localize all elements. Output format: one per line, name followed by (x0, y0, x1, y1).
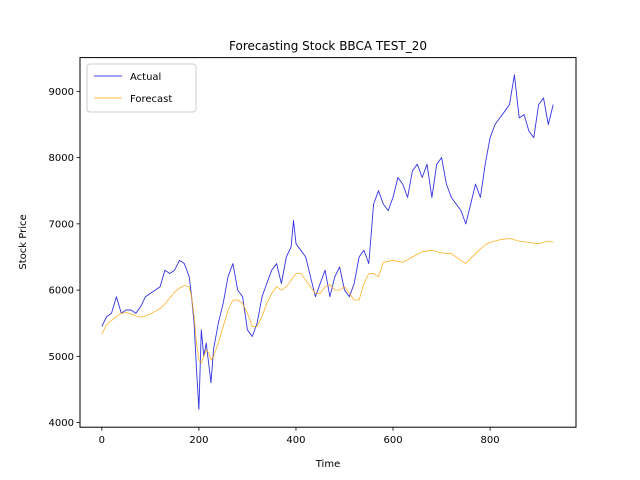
legend: Actual Forecast (86, 63, 197, 113)
y-tick-label: 8000 (49, 153, 74, 164)
x-tick-label: 200 (189, 435, 208, 446)
y-tick-label: 4000 (49, 418, 74, 429)
chart-title: Forecasting Stock BBCA TEST_20 (229, 39, 427, 53)
x-tick-label: 0 (99, 435, 105, 446)
y-tick-label: 7000 (49, 219, 74, 230)
series-layer (101, 74, 554, 410)
y-tick-label: 5000 (49, 352, 74, 363)
series-line-actual (101, 74, 554, 410)
x-tick-label: 600 (383, 435, 402, 446)
x-axis-title: Time (315, 459, 340, 470)
y-axis-title: Stock Price (18, 214, 29, 269)
x-tick-label: 800 (481, 435, 500, 446)
plot-frame (79, 57, 577, 428)
y-tick-label: 6000 (49, 286, 74, 297)
x-axis: 0 200 400 600 800 (99, 427, 500, 446)
legend-label-actual: Actual (130, 72, 161, 83)
y-axis: 4000 5000 6000 7000 8000 9000 (49, 87, 80, 429)
x-tick-label: 400 (286, 435, 305, 446)
legend-label-forecast: Forecast (130, 94, 172, 105)
series-line-forecast (101, 237, 554, 364)
y-tick-label: 9000 (49, 87, 74, 98)
